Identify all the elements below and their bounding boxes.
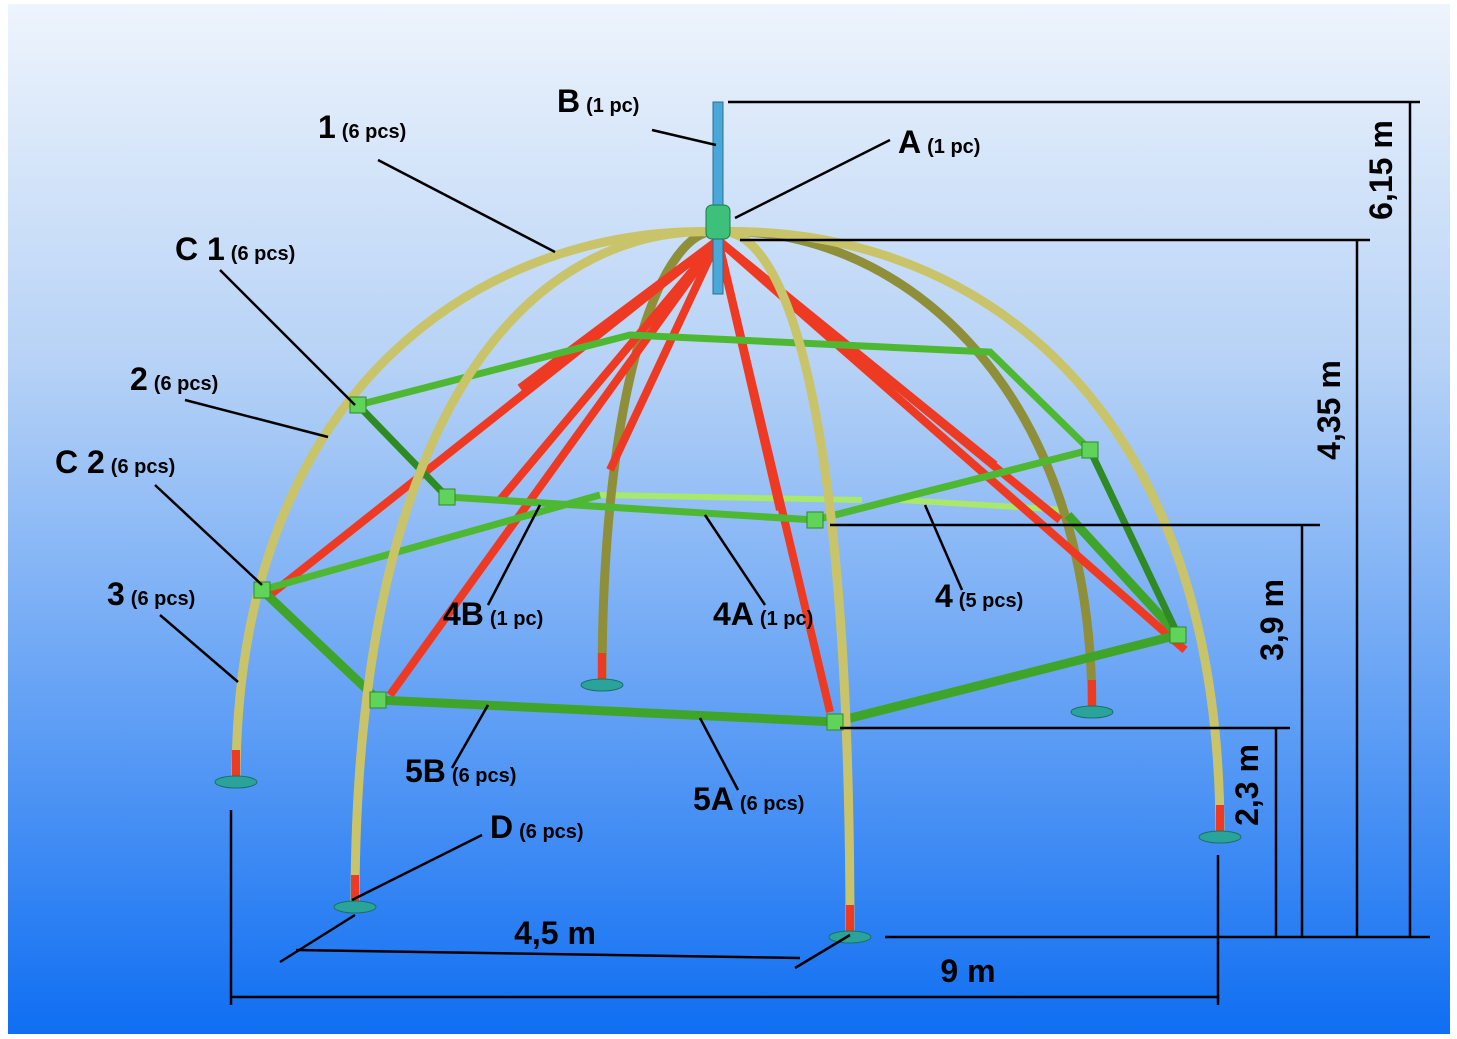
leader-line bbox=[703, 514, 767, 606]
part-quantity: (5 pcs) bbox=[959, 590, 1023, 612]
connector bbox=[369, 691, 387, 709]
part-label: 4A (1 pc) bbox=[713, 596, 813, 632]
brace bbox=[355, 402, 450, 500]
part-label: 5B (6 pcs) bbox=[405, 753, 516, 789]
part-quantity: (1 pc) bbox=[586, 95, 639, 117]
part-code: A bbox=[898, 124, 921, 160]
part-quantity: (1 pc) bbox=[927, 136, 980, 158]
leader-lines bbox=[154, 128, 964, 902]
dimension-lines bbox=[229, 100, 1430, 1005]
strut bbox=[496, 237, 722, 503]
base-plate bbox=[214, 775, 258, 789]
part-code: 5A bbox=[693, 781, 734, 817]
part-label: 2 (6 pcs) bbox=[130, 361, 218, 397]
part-label: D (6 pcs) bbox=[490, 809, 584, 845]
part-code: 3 bbox=[107, 576, 125, 612]
part-quantity: (6 pcs) bbox=[231, 243, 295, 265]
part-code: C 2 bbox=[55, 444, 105, 480]
part-label: 5A (6 pcs) bbox=[693, 781, 804, 817]
leader-line bbox=[698, 717, 740, 791]
part-code: 2 bbox=[130, 361, 148, 397]
base-plate bbox=[1070, 705, 1114, 719]
part-label: A (1 pc) bbox=[898, 124, 980, 160]
leader-line bbox=[159, 614, 239, 683]
part-code: 5B bbox=[405, 753, 446, 789]
background bbox=[8, 4, 1450, 1034]
leader-line bbox=[450, 704, 490, 769]
lower-ring bbox=[261, 491, 601, 594]
connector bbox=[1169, 626, 1187, 644]
part-quantity: (1 pc) bbox=[760, 608, 813, 630]
strut bbox=[386, 237, 722, 698]
leader-line bbox=[651, 128, 717, 147]
part-label: C 1 (6 pcs) bbox=[175, 231, 295, 267]
leader-line bbox=[377, 158, 556, 254]
part-quantity: (6 pcs) bbox=[519, 821, 583, 843]
leader-line bbox=[184, 398, 329, 439]
part-label: 1 (6 pcs) bbox=[318, 109, 406, 145]
dimension-label: 2,3 m bbox=[1229, 744, 1265, 826]
arch bbox=[231, 227, 719, 781]
connector bbox=[1081, 441, 1099, 459]
part-code: C 1 bbox=[175, 231, 225, 267]
part-quantity: (6 pcs) bbox=[131, 588, 195, 610]
dimension-label: 9 m bbox=[940, 953, 995, 989]
mast bbox=[712, 101, 724, 295]
part-code: 4B bbox=[443, 596, 484, 632]
leader-line bbox=[351, 833, 483, 902]
leader-line bbox=[734, 138, 891, 220]
dimension-label: 4,5 m bbox=[514, 915, 596, 951]
ring-bar bbox=[599, 492, 863, 503]
connector bbox=[826, 713, 844, 731]
leader-line bbox=[154, 484, 263, 586]
part-quantity: (6 pcs) bbox=[740, 793, 804, 815]
connector bbox=[253, 581, 271, 599]
base-plate bbox=[580, 678, 624, 692]
part-quantity: (6 pcs) bbox=[111, 456, 175, 478]
base-plate bbox=[333, 900, 377, 914]
connector bbox=[806, 511, 824, 529]
strut bbox=[606, 238, 722, 472]
base-plate bbox=[1198, 830, 1242, 844]
part-quantity: (1 pc) bbox=[490, 608, 543, 630]
base-plate bbox=[828, 930, 872, 944]
part-code: 4A bbox=[713, 596, 754, 632]
part-label: 4B (1 pc) bbox=[443, 596, 543, 632]
dimension-line bbox=[295, 948, 801, 960]
part-label: 4 (5 pcs) bbox=[935, 578, 1023, 614]
dimension-line bbox=[794, 933, 851, 970]
leader-line bbox=[923, 504, 964, 591]
part-quantity: (6 pcs) bbox=[452, 765, 516, 787]
part-quantity: (6 pcs) bbox=[342, 121, 406, 143]
part-code: D bbox=[490, 809, 513, 845]
hub bbox=[705, 204, 731, 240]
part-code: B bbox=[557, 83, 580, 119]
dimension-label: 4,35 m bbox=[1311, 360, 1347, 460]
connector bbox=[349, 396, 367, 414]
strut bbox=[517, 236, 721, 392]
dimension-line bbox=[279, 913, 356, 964]
part-quantity: (6 pcs) bbox=[154, 373, 218, 395]
connector bbox=[438, 488, 456, 506]
leader-line bbox=[219, 269, 356, 406]
part-label: 3 (6 pcs) bbox=[107, 576, 195, 612]
dimension-label: 6,15 m bbox=[1363, 120, 1399, 220]
dimension-label: 3,9 m bbox=[1254, 579, 1290, 661]
part-label: B (1 pc) bbox=[557, 83, 639, 119]
leader-line bbox=[486, 504, 542, 606]
arch bbox=[350, 227, 719, 906]
labels: B (1 pc) 1 (6 pcs) A (1 pc) C 1 (6 pcs) 2 (6 pcs)… bbox=[55, 83, 1399, 989]
part-label: C 2 (6 pcs) bbox=[55, 444, 175, 480]
part-code: 4 bbox=[935, 578, 953, 614]
brace bbox=[1086, 448, 1182, 637]
strut bbox=[714, 239, 834, 713]
lower-ring bbox=[814, 446, 1091, 524]
part-code: 1 bbox=[318, 109, 336, 145]
